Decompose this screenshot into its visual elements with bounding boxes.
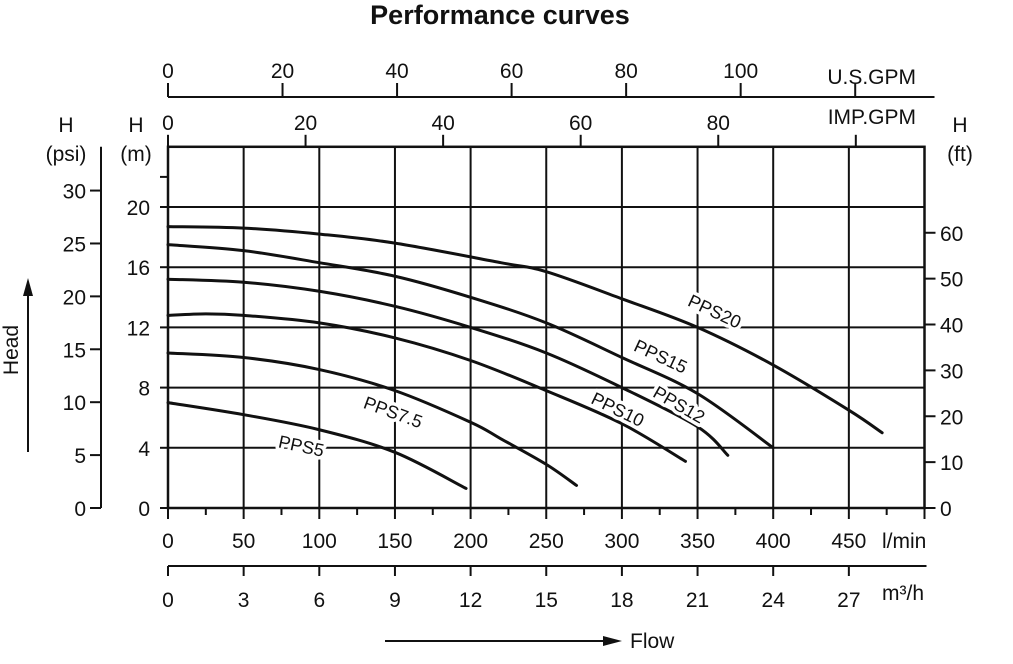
m3h-tick-label: 9 (389, 589, 401, 612)
x-tick-label: 450 (831, 530, 866, 553)
m3h-unit-label: m³/h (882, 582, 924, 605)
m-tick-label: 12 (127, 317, 150, 340)
psi-axis-title: H (58, 114, 73, 137)
curve-pps15 (166, 243, 775, 450)
x-tick-label: 300 (604, 530, 639, 553)
ft-axis-unit: (ft) (947, 143, 973, 166)
m3h-tick-label: 24 (762, 589, 786, 612)
grid (168, 146, 925, 508)
m3h-tick-label: 0 (162, 589, 174, 612)
psi-tick-label: 0 (74, 498, 86, 521)
m-tick-label: 20 (127, 197, 150, 220)
m3h-tick-label: 6 (313, 589, 325, 612)
psi-tick-label: 20 (63, 286, 86, 309)
m-axis-unit: (m) (120, 143, 151, 166)
us-gpm-tick-label: 0 (162, 60, 174, 83)
psi-tick-label: 25 (63, 233, 86, 256)
ft-axis-title: H (952, 114, 967, 137)
m3h-tick-label: 15 (535, 589, 558, 612)
m3h-tick-label: 3 (238, 589, 250, 612)
ft-tick-label: 0 (940, 498, 952, 521)
curve-pps7-5 (166, 351, 579, 487)
m-tick-label: 4 (138, 438, 150, 461)
curve-label: PPS15 (631, 336, 690, 378)
x-tick-label: 100 (302, 530, 337, 553)
curve-pps20 (166, 225, 884, 435)
m3h-tick-label: 27 (837, 589, 860, 612)
ft-tick-label: 60 (940, 223, 963, 246)
curve-pps5 (166, 401, 468, 490)
chart-title: Performance curves (370, 0, 630, 30)
m3h-tick-label: 18 (610, 589, 633, 612)
m3h-tick-label: 21 (686, 589, 709, 612)
x-tick-label: 0 (162, 530, 174, 553)
ft-tick-label: 10 (940, 452, 963, 475)
x-tick-label: 200 (453, 530, 488, 553)
m-tick-label: 8 (138, 378, 150, 401)
imp-gpm-tick-label: 80 (707, 112, 730, 135)
imp-gpm-tick-label: 60 (569, 112, 592, 135)
us-gpm-tick-label: 80 (614, 60, 637, 83)
psi-axis-unit: (psi) (46, 143, 87, 166)
ft-tick-label: 20 (940, 406, 963, 429)
m3h-tick-label: 12 (459, 589, 482, 612)
psi-tick-label: 15 (63, 339, 86, 362)
lmin-unit-label: l/min (882, 530, 926, 553)
x-tick-label: 250 (529, 530, 564, 553)
curve-pps12 (166, 277, 730, 457)
m-axis-title: H (128, 114, 143, 137)
us-gpm-label: U.S.GPM (827, 66, 916, 89)
us-gpm-tick-label: 100 (723, 60, 758, 83)
x-tick-label: 350 (680, 530, 715, 553)
head-axis-label: Head (0, 325, 23, 375)
ft-tick-label: 40 (940, 315, 963, 338)
imp-gpm-tick-label: 0 (162, 112, 174, 135)
us-gpm-tick-label: 20 (271, 60, 294, 83)
psi-tick-label: 30 (63, 181, 86, 204)
x-tick-label: 150 (377, 530, 412, 553)
curve-pps10 (166, 312, 687, 463)
imp-gpm-tick-label: 20 (294, 112, 317, 135)
head-arrow-icon (23, 278, 33, 296)
us-gpm-tick-label: 40 (385, 60, 408, 83)
imp-gpm-label: IMP.GPM (828, 106, 916, 129)
us-gpm-tick-label: 60 (500, 60, 523, 83)
flow-axis-label: Flow (630, 630, 675, 653)
flow-arrow-icon (603, 636, 622, 646)
imp-gpm-tick-label: 40 (431, 112, 454, 135)
m-tick-label: 16 (127, 257, 150, 280)
x-tick-label: 400 (756, 530, 791, 553)
ft-tick-label: 30 (940, 360, 963, 383)
m-tick-label: 0 (138, 498, 150, 521)
ft-tick-label: 50 (940, 269, 963, 292)
psi-tick-label: 5 (74, 445, 86, 468)
curves (166, 225, 884, 490)
x-tick-label: 50 (232, 530, 255, 553)
psi-tick-label: 10 (63, 392, 86, 415)
